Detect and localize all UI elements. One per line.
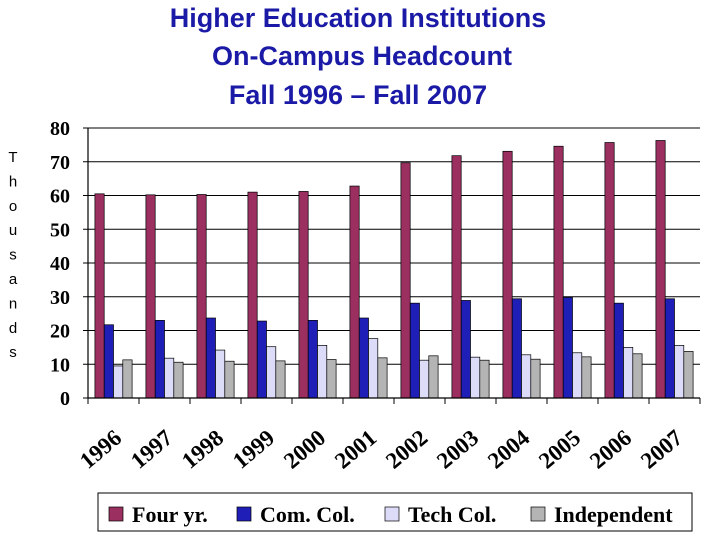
bar-com-col-2006: [613, 302, 624, 399]
bar-tech-col-2007: [674, 345, 685, 399]
y-tick-label: 20: [50, 321, 70, 343]
y-tick-label: 50: [50, 219, 70, 241]
bar-four-yr-2003: [451, 155, 462, 399]
x-tick-label: 2003: [432, 425, 483, 474]
bar-independent-2006: [632, 353, 643, 399]
x-tick-label: 2000: [279, 425, 330, 474]
bar-four-yr-2006: [604, 142, 615, 399]
bar-independent-1996: [122, 359, 133, 399]
bar-four-yr-2007: [655, 140, 666, 399]
y-axis-label-letter: n: [9, 295, 17, 312]
y-axis-ticks: 0 10 20 30 40 50 60 70 80: [50, 118, 88, 410]
bar-com-col-2004: [511, 298, 522, 399]
y-axis-label-letter: s: [9, 247, 17, 264]
gridlines: [88, 127, 700, 365]
legend-label: Independent: [554, 502, 673, 527]
x-tick-label: 1996: [75, 425, 126, 474]
legend-swatch: [236, 506, 252, 522]
bar-com-col-2005: [562, 297, 573, 399]
y-axis-label-letter: a: [9, 271, 18, 288]
legend-label: Com. Col.: [260, 502, 355, 527]
x-tick-label: 2001: [330, 425, 381, 474]
bar-independent-2005: [581, 356, 592, 399]
bar-independent-2003: [479, 359, 490, 399]
bar-independent-1997: [173, 361, 184, 399]
y-tick-label: 40: [50, 253, 70, 275]
chart-title-line-2: On-Campus Headcount: [212, 41, 512, 71]
legend-swatch: [530, 506, 546, 522]
y-tick-label: 70: [50, 152, 70, 174]
y-axis-label-letter: T: [8, 149, 17, 166]
bar-tech-col-2005: [572, 352, 583, 399]
bar-tech-col-2006: [623, 347, 634, 399]
y-tick-label: 10: [50, 354, 70, 376]
bar-independent-1998: [224, 360, 235, 399]
x-tick-label: 2002: [381, 425, 432, 474]
x-axis-ticks: 1996 1997 1998 1999 2000 2001 2002 2003 2004 2005…: [75, 425, 687, 474]
legend-swatch: [108, 506, 124, 522]
y-tick-label: 80: [50, 118, 70, 140]
bar-four-yr-2005: [553, 145, 564, 399]
bar-independent-1999: [275, 360, 286, 399]
x-tick-label: 1998: [177, 425, 228, 474]
bar-four-yr-2001: [349, 185, 360, 399]
y-axis-label-letter: o: [9, 198, 17, 215]
legend: Four yr. Com. Col. Tech Col. Independent: [97, 492, 693, 532]
bar-independent-2004: [530, 358, 541, 399]
y-axis-label-letter: h: [9, 173, 17, 190]
bar-tech-col-2002: [419, 359, 430, 399]
bar-four-yr-1996: [94, 193, 105, 399]
axes: [87, 128, 701, 404]
legend-label: Tech Col.: [408, 502, 496, 527]
bar-four-yr-2000: [298, 191, 309, 399]
x-tick-label: 1997: [126, 425, 177, 474]
y-axis-label-letter: d: [9, 320, 17, 337]
x-tick-label: 2007: [636, 425, 687, 474]
chart-title: Higher Education Institutions On-Campus …: [170, 3, 547, 110]
bar-com-col-2000: [307, 320, 318, 399]
y-axis-label-letter: u: [9, 222, 17, 239]
bar-com-col-2002: [409, 302, 420, 399]
y-axis-label-letter: s: [9, 344, 17, 361]
x-tick-label: 1999: [228, 425, 279, 474]
x-tick-label: 2004: [483, 425, 535, 474]
y-tick-label: 0: [60, 388, 70, 410]
bar-independent-2002: [428, 355, 439, 399]
x-tick-label: 2006: [585, 425, 636, 474]
y-tick-label: 30: [50, 287, 70, 309]
x-tick-label: 2005: [534, 425, 585, 474]
bar-four-yr-2004: [502, 150, 513, 399]
bar-four-yr-2002: [400, 162, 411, 399]
bar-com-col-2007: [664, 298, 675, 399]
legend-swatch: [384, 506, 400, 522]
bar-tech-col-2000: [317, 345, 328, 399]
bar-independent-2007: [683, 351, 694, 399]
chart-title-line-3: Fall 1996 – Fall 2007: [229, 80, 487, 110]
bar-com-col-2003: [460, 300, 471, 399]
bar-tech-col-2003: [470, 356, 481, 399]
bar-com-col-2001: [358, 317, 369, 399]
bar-com-col-1998: [205, 317, 216, 399]
bar-tech-col-1998: [215, 349, 226, 399]
y-tick-label: 60: [50, 186, 70, 208]
chart-title-line-1: Higher Education Institutions: [170, 3, 547, 33]
bar-tech-col-2004: [521, 354, 532, 399]
bar-com-col-1996: [103, 324, 114, 399]
bar-tech-col-1999: [266, 346, 277, 399]
bar-tech-col-2001: [368, 338, 379, 399]
legend-label: Four yr.: [132, 502, 208, 527]
bar-tech-col-1996: [113, 365, 124, 399]
bar-independent-2001: [377, 357, 388, 399]
bars: [94, 140, 694, 399]
bar-independent-2000: [326, 359, 337, 399]
bar-four-yr-1997: [145, 194, 156, 399]
bar-four-yr-1998: [196, 194, 207, 399]
bar-four-yr-1999: [247, 191, 258, 399]
bar-com-col-1999: [256, 320, 267, 399]
bar-tech-col-1997: [164, 357, 175, 399]
bar-com-col-1997: [154, 320, 165, 399]
